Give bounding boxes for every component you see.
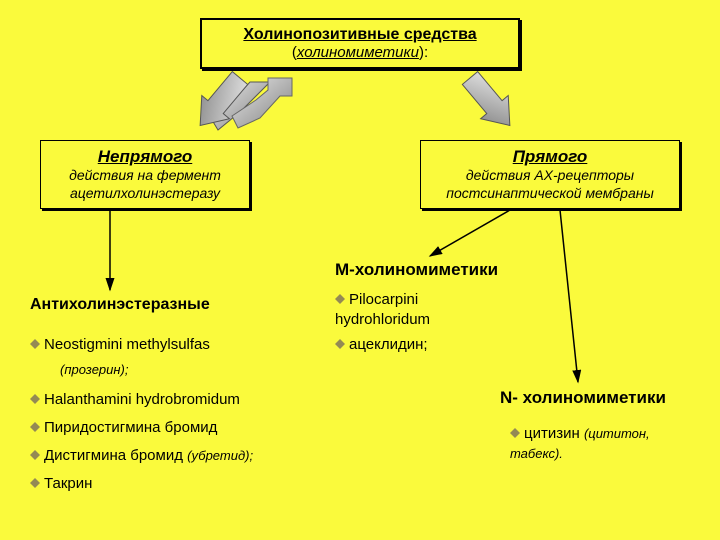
item-cytisine: цитизин (цититон, табекс). <box>510 424 690 463</box>
item-distigmine: Дистигмина бромид (убретид); <box>30 446 253 466</box>
title-sub-inner: холиномиметики <box>297 44 419 61</box>
n-rest: холиномиметики <box>523 388 666 407</box>
diamond-bullet-icon <box>30 474 40 484</box>
title-sub: (холиномиметики): <box>212 44 508 61</box>
title-main: Холинопозитивные средства <box>212 26 508 44</box>
heading-m-cholinomimetics: М-холиномиметики <box>335 260 498 280</box>
block-arrow-left-icon <box>212 78 292 130</box>
arrow-title-to-right-icon <box>456 66 523 137</box>
box-indirect-head: Непрямого <box>49 147 241 167</box>
heading-anticholinesterase: Антихолинэстеразные <box>30 296 210 314</box>
item-aceclidine-text: ацеклидин; <box>349 336 428 353</box>
diamond-bullet-icon <box>335 335 345 345</box>
box-direct-sub1: действия АХ-рецепторы <box>429 167 671 185</box>
n-prefix: N- <box>500 388 523 407</box>
arrow-direct-to-n-icon <box>560 210 578 382</box>
title-box: Холинопозитивные средства (холиномиметик… <box>200 18 520 69</box>
arrow-title-to-left-icon <box>186 66 253 137</box>
item-prozerin-note: (прозерин); <box>60 362 128 379</box>
diamond-bullet-icon <box>510 424 520 434</box>
box-indirect: Непрямого действия на фермент ацетилхоли… <box>40 140 250 209</box>
diamond-bullet-icon <box>30 335 40 345</box>
item-aceclidine: ацеклидин; <box>335 335 428 355</box>
item-pyridostigmine: Пиридостигмина бромид <box>30 418 217 438</box>
box-direct-head: Прямого <box>429 147 671 167</box>
box-direct: Прямого действия АХ-рецепторы постсинапт… <box>420 140 680 209</box>
item-tacrine-text: Такрин <box>44 475 92 492</box>
item-pilocarpine: Pilocarpini hydrohloridum <box>335 290 495 329</box>
item-tacrine: Такрин <box>30 474 92 494</box>
diamond-bullet-icon <box>335 290 345 300</box>
heading-n-cholinomimetics: N- холиномиметики <box>500 388 666 408</box>
box-direct-sub2: постсинаптической мембраны <box>429 185 671 203</box>
diamond-bullet-icon <box>30 446 40 456</box>
item-neostigmine: Neostigmini methylsulfas <box>30 335 210 355</box>
item-pilocarpine-l2: hydrohloridum <box>335 311 430 328</box>
item-pilocarpine-l1: Pilocarpini <box>349 291 418 308</box>
item-distigmine-text: Дистигмина бромид <box>44 447 187 464</box>
diamond-bullet-icon <box>30 418 40 428</box>
item-cytisine-text: цитизин <box>524 425 584 442</box>
box-indirect-sub1: действия на фермент <box>49 167 241 185</box>
diamond-bullet-icon <box>30 390 40 400</box>
item-distigmine-note: (убретид); <box>187 448 253 463</box>
box-indirect-sub2: ацетилхолинэстеразу <box>49 185 241 203</box>
paren-r: ): <box>419 44 428 61</box>
item-pyridostigmine-text: Пиридостигмина бромид <box>44 419 217 436</box>
item-neostigmine-text: Neostigmini methylsulfas <box>44 336 210 353</box>
item-halanthamine-text: Halanthamini hydrobromidum <box>44 391 240 408</box>
arrow-direct-to-m-icon <box>430 210 510 256</box>
item-halanthamine: Halanthamini hydrobromidum <box>30 390 240 410</box>
